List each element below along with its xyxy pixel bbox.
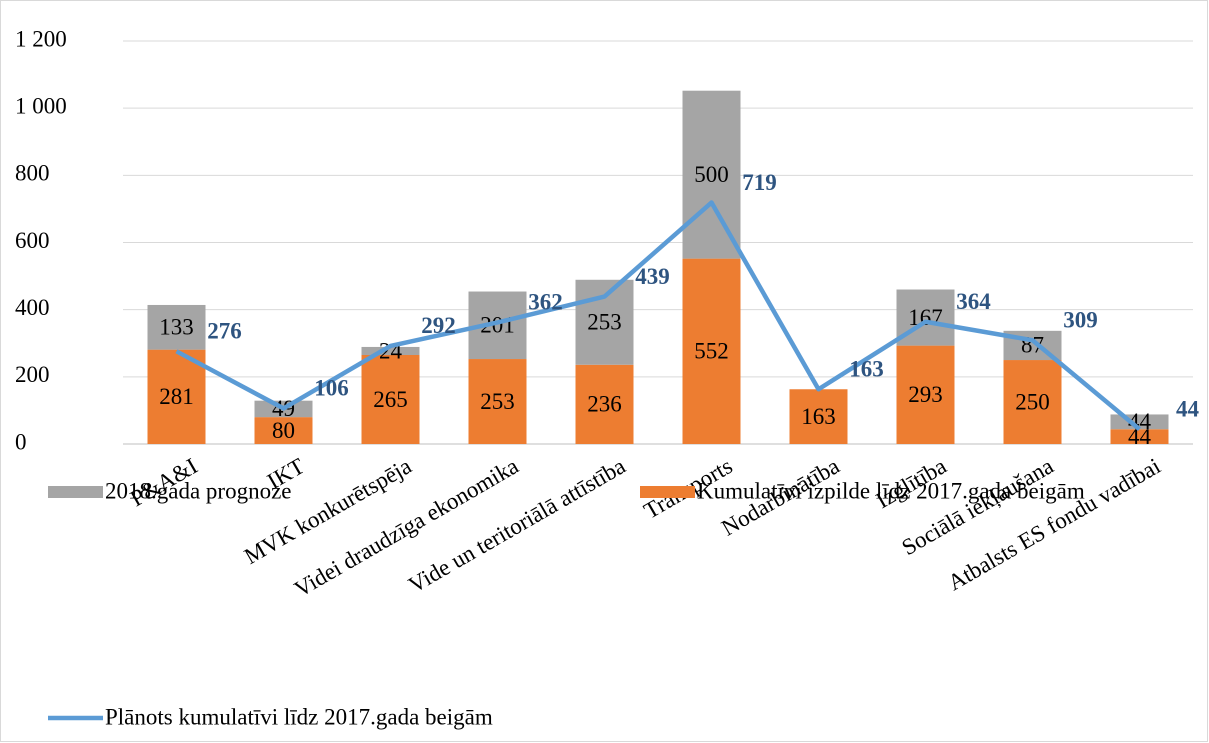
data-label: 500 xyxy=(694,162,729,187)
bar-segment xyxy=(254,417,313,444)
data-label: 293 xyxy=(908,382,943,407)
line-data-label: 362 xyxy=(528,290,563,315)
legend-label: Kumulatīvi izpilde līdz 2017.gada beigām xyxy=(697,478,1085,503)
data-label: 80 xyxy=(272,418,295,443)
y-tick-label: 200 xyxy=(15,362,50,387)
data-label: 44 xyxy=(1128,409,1152,434)
bar-segment xyxy=(682,258,741,444)
legend-label: Plānots kumulatīvi līdz 2017.gada beigām xyxy=(105,704,493,729)
data-label: 133 xyxy=(159,315,194,340)
bar-segment xyxy=(575,364,634,444)
data-label: 250 xyxy=(1015,389,1050,414)
bar-segment xyxy=(789,389,848,444)
data-label: 253 xyxy=(587,310,622,335)
y-tick-label: 1 200 xyxy=(15,26,67,51)
y-tick-label: 600 xyxy=(15,228,50,253)
data-label: 253 xyxy=(480,389,515,414)
y-tick-label: 0 xyxy=(15,429,27,454)
line-data-label: 163 xyxy=(849,357,884,382)
data-label: 163 xyxy=(801,404,836,429)
bar-segment xyxy=(682,90,741,259)
line-data-label: 439 xyxy=(635,264,670,289)
y-tick-label: 800 xyxy=(15,161,50,186)
data-label: 44 xyxy=(1128,424,1152,449)
line-data-label: 44 xyxy=(1176,397,1200,422)
data-label: 281 xyxy=(159,384,194,409)
line-data-label: 364 xyxy=(956,289,991,314)
line-data-label: 309 xyxy=(1063,308,1098,333)
bar-segment xyxy=(1003,360,1062,444)
data-label: 265 xyxy=(373,387,408,412)
data-label: 552 xyxy=(694,339,729,364)
data-label: 236 xyxy=(587,392,622,417)
bar-segment xyxy=(361,346,420,356)
bar-segment xyxy=(896,345,955,444)
legend-label: 2018.gada prognoze xyxy=(105,478,292,503)
bar-segment xyxy=(468,359,527,444)
line-data-label: 292 xyxy=(421,313,456,338)
legend-swatch xyxy=(640,486,695,498)
bar-segment xyxy=(147,349,206,444)
bar-segment xyxy=(147,304,206,350)
line-data-label: 276 xyxy=(207,319,242,344)
line-data-label: 106 xyxy=(314,376,349,401)
legend-swatch xyxy=(48,486,103,498)
y-tick-label: 400 xyxy=(15,295,50,320)
bar-segment xyxy=(361,355,420,444)
bar-segment xyxy=(1110,429,1169,444)
line-series xyxy=(175,200,1141,431)
y-tick-label: 1 000 xyxy=(15,93,67,118)
line-data-label: 719 xyxy=(742,170,777,195)
